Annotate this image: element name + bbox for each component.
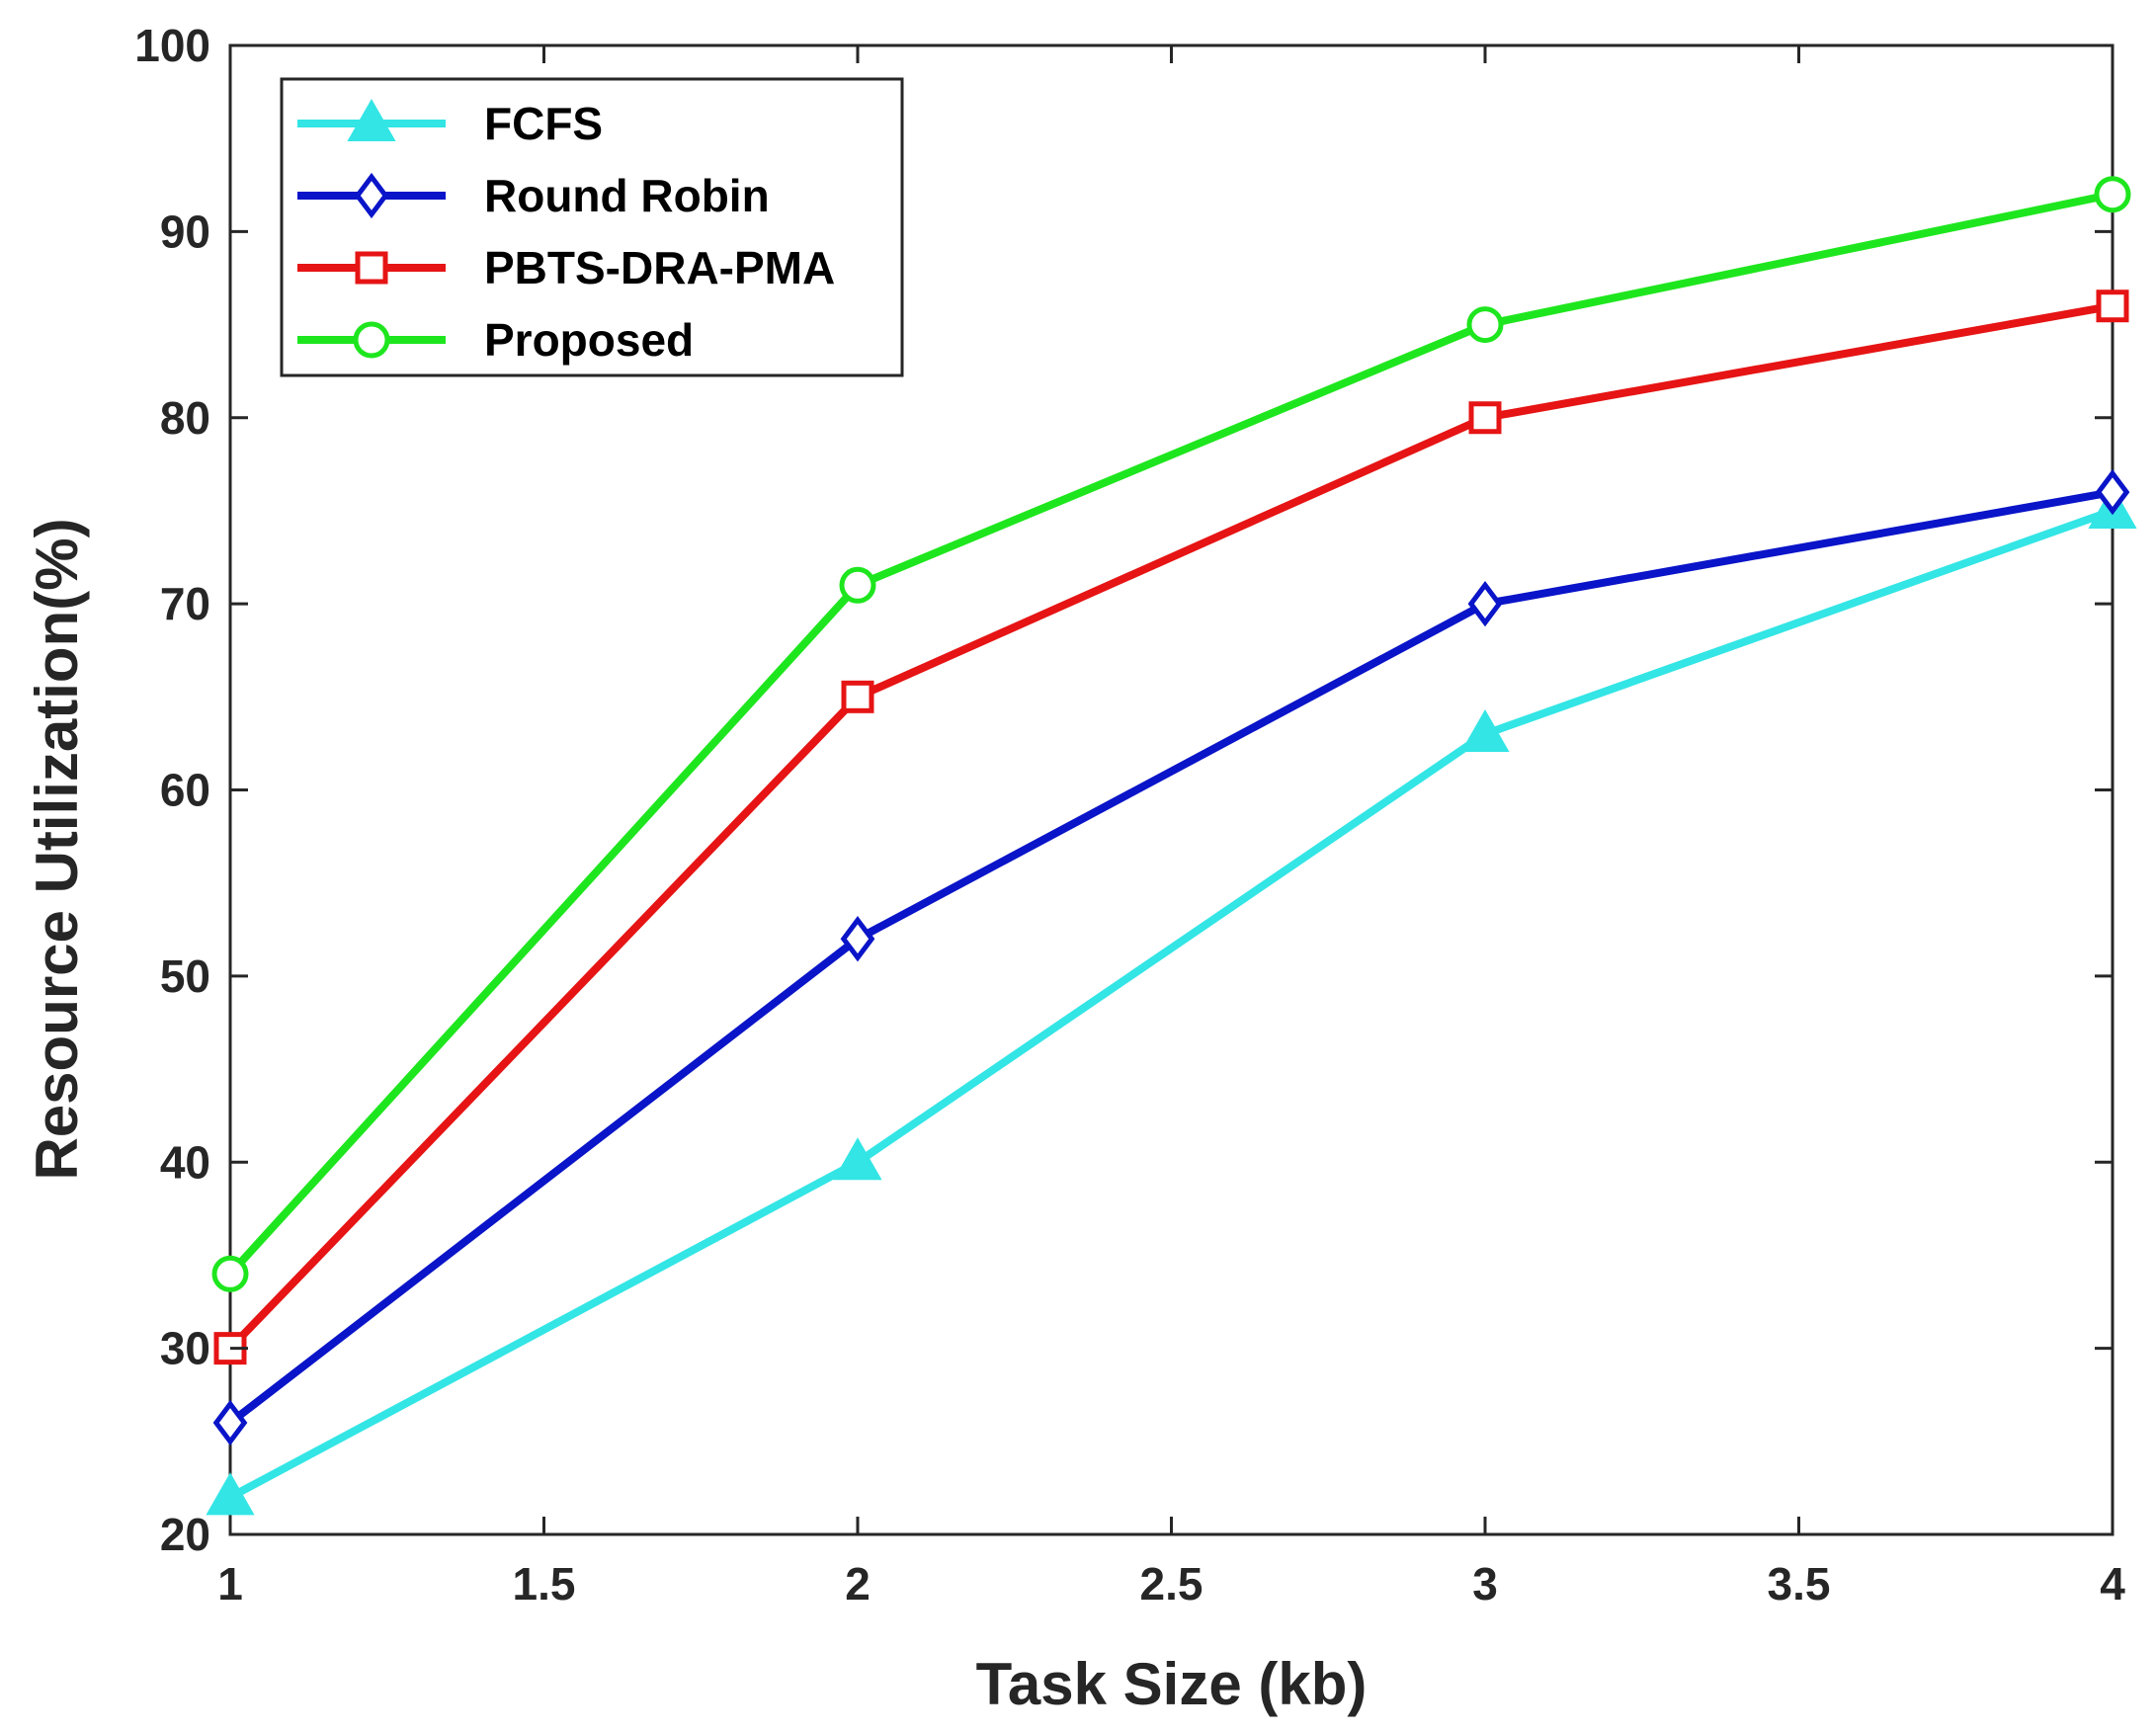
series-line [227,488,2114,1427]
series-line [227,301,2114,1352]
y-tick-label: 20 [160,1509,210,1560]
series-line [227,190,2114,1277]
ticks-layer: 1 1.5 2 2.5 3 3.5 4 20 30 40 50 60 70 80 90 100 [134,20,2125,1610]
data-point [1460,708,1510,752]
legend-label: Round Robin [484,170,770,221]
y-tick-label: 80 [160,392,210,444]
y-tick-label: 100 [134,20,210,71]
series-proposed [211,176,2131,1292]
data-point [2095,468,2130,516]
x-tick-label: 2 [845,1558,871,1610]
data-point [1468,401,1502,435]
series-round-robin [212,468,2130,1446]
legend-label: PBTS-DRA-PMA [484,242,835,293]
x-tick-label: 3 [1472,1558,1498,1610]
legend-label: Proposed [484,314,694,366]
legend-marker [354,172,389,219]
legend-item: Round Robin [297,170,770,221]
series-layer [206,176,2137,1516]
y-tick-label: 70 [160,578,210,629]
series-line [228,507,2115,1501]
data-point [1466,306,1504,344]
x-tick-label: 2.5 [1140,1558,1203,1610]
series-fcfs [206,485,2137,1516]
x-axis-label: Task Size (kb) [976,1651,1368,1717]
data-point [211,1255,249,1292]
legend-item: Proposed [297,314,694,366]
legend-marker [355,251,388,285]
x-tick-label: 1 [217,1558,243,1610]
legend: FCFS Round Robin PBTS-DRA-PMA Proposed [280,77,904,377]
y-tick-label: 60 [160,765,210,816]
data-point [839,566,876,604]
legend-label: FCFS [484,98,603,149]
series-pbts-dra-pma [213,289,2129,1365]
y-tick-label: 50 [160,950,210,1002]
data-point [1467,580,1503,627]
y-tick-label: 40 [160,1136,210,1188]
data-point [833,1137,882,1181]
data-point [212,1399,248,1446]
x-tick-label: 1.5 [513,1558,576,1610]
data-point [841,680,874,713]
legend-marker [347,98,396,141]
data-point [2094,176,2131,213]
y-tick-label: 90 [160,206,210,257]
data-point [206,1472,255,1516]
x-tick-label: 3.5 [1768,1558,1831,1610]
legend-marker [353,321,390,359]
y-axis-label: Resource Utilization(%) [24,518,90,1180]
x-tick-label: 4 [2100,1558,2125,1610]
y-tick-label: 30 [160,1323,210,1374]
legend-item: FCFS [297,98,603,149]
data-point [840,916,875,962]
data-point [2096,289,2129,323]
legend-item: PBTS-DRA-PMA [297,242,835,293]
